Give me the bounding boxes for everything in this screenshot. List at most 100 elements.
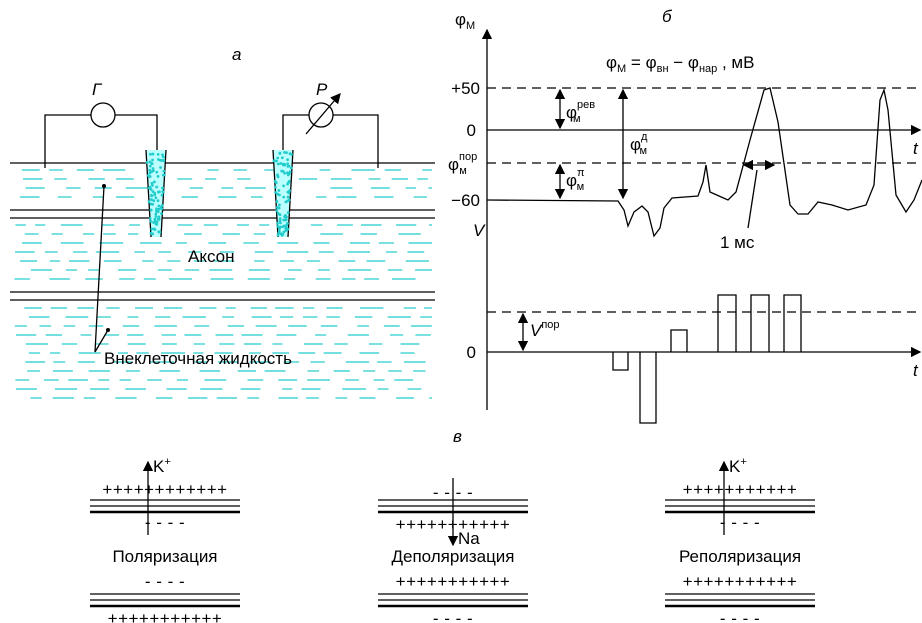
panel-label: в xyxy=(453,427,462,446)
ion-label: Na xyxy=(458,529,480,548)
ion-label: K+ xyxy=(729,456,747,476)
f: = φ xyxy=(626,53,656,72)
membrane-charge: - - - - xyxy=(145,572,185,591)
s: м xyxy=(573,113,581,125)
s: пор xyxy=(459,151,477,163)
dot xyxy=(282,163,285,166)
dot xyxy=(286,222,289,225)
f: − φ xyxy=(669,53,699,72)
dot xyxy=(151,159,154,162)
dot xyxy=(150,220,153,223)
dot xyxy=(158,215,161,218)
dot xyxy=(162,156,165,159)
s: м xyxy=(639,145,647,157)
dot xyxy=(154,196,157,199)
axis-label: φМ xyxy=(455,10,475,32)
dot xyxy=(153,228,156,231)
dot xyxy=(283,172,286,175)
s: м xyxy=(459,165,467,177)
dot xyxy=(278,152,281,155)
dot xyxy=(148,200,151,203)
dot xyxy=(287,196,290,199)
dot xyxy=(290,166,293,169)
dot xyxy=(161,194,164,197)
thr: φпорм xyxy=(448,151,477,177)
dot xyxy=(155,171,158,174)
dot xyxy=(162,191,165,194)
panel-label: а xyxy=(232,45,241,64)
f: нар xyxy=(699,63,717,75)
dot xyxy=(158,208,161,211)
dot xyxy=(162,170,165,173)
dot xyxy=(277,189,280,192)
membrane-charge: - - - - xyxy=(433,609,473,623)
t-label: t xyxy=(913,139,919,158)
tick-label: −60 xyxy=(451,191,480,210)
dot xyxy=(281,156,284,159)
f: М xyxy=(617,63,626,75)
dot xyxy=(150,203,153,206)
pointer-dot xyxy=(102,184,106,188)
panel-label: б xyxy=(662,7,673,26)
dot xyxy=(150,198,153,201)
formula: φМ = φвн − φнар , мВ xyxy=(606,53,754,75)
s: рев xyxy=(577,99,595,111)
f: вн xyxy=(657,63,669,75)
dot xyxy=(285,201,288,204)
dot xyxy=(275,209,278,212)
dot xyxy=(161,187,164,190)
ion-charge: + xyxy=(164,456,170,468)
dot xyxy=(281,225,284,228)
dot xyxy=(152,153,155,156)
time-scale: 1 мс xyxy=(720,233,755,252)
dot xyxy=(160,207,163,210)
state-title: Реполяризация xyxy=(679,547,801,566)
dot xyxy=(279,222,282,225)
pointer-dot xyxy=(106,328,110,332)
dot xyxy=(149,165,152,168)
recorder-label: Р xyxy=(316,80,328,99)
dot xyxy=(286,158,289,161)
dot xyxy=(289,170,292,173)
tick-label: 0 xyxy=(467,121,476,140)
panel-c: в ++++++++++++- - - -Поляризация- - - -+… xyxy=(90,427,815,623)
membrane-charge: +++++++++++ xyxy=(683,480,798,499)
dot xyxy=(149,232,152,235)
dot xyxy=(284,225,287,228)
f: , мВ xyxy=(717,53,754,72)
dot xyxy=(282,196,285,199)
dot xyxy=(153,181,156,184)
dot xyxy=(279,217,282,220)
dot xyxy=(289,152,292,155)
s: φ xyxy=(566,171,577,190)
membrane-charge: - - - - xyxy=(145,513,185,532)
membrane-charge: +++++++++++ xyxy=(683,572,798,591)
membrane-charge: +++++++++++ xyxy=(396,572,511,591)
dot xyxy=(288,165,291,168)
dot xyxy=(288,191,291,194)
dot xyxy=(287,211,290,214)
fluid-label: Внеклеточная жидкость xyxy=(104,349,292,368)
dot xyxy=(157,153,160,156)
pointer xyxy=(95,186,108,352)
dot xyxy=(163,159,166,162)
generator xyxy=(91,103,115,127)
t-label: t xyxy=(913,361,919,380)
sym: φ xyxy=(455,10,466,29)
dot xyxy=(161,205,164,208)
pulses xyxy=(613,295,801,423)
ion: K xyxy=(729,457,741,476)
dot xyxy=(146,161,149,164)
pipette-dots xyxy=(146,151,293,237)
dot xyxy=(274,191,277,194)
state-title: Поляризация xyxy=(112,547,217,566)
dot xyxy=(279,162,282,165)
dot xyxy=(278,203,281,206)
membrane-charge: - - - - xyxy=(720,513,760,532)
dot xyxy=(276,222,279,225)
tick-label: +50 xyxy=(451,79,480,98)
dot xyxy=(148,187,151,190)
